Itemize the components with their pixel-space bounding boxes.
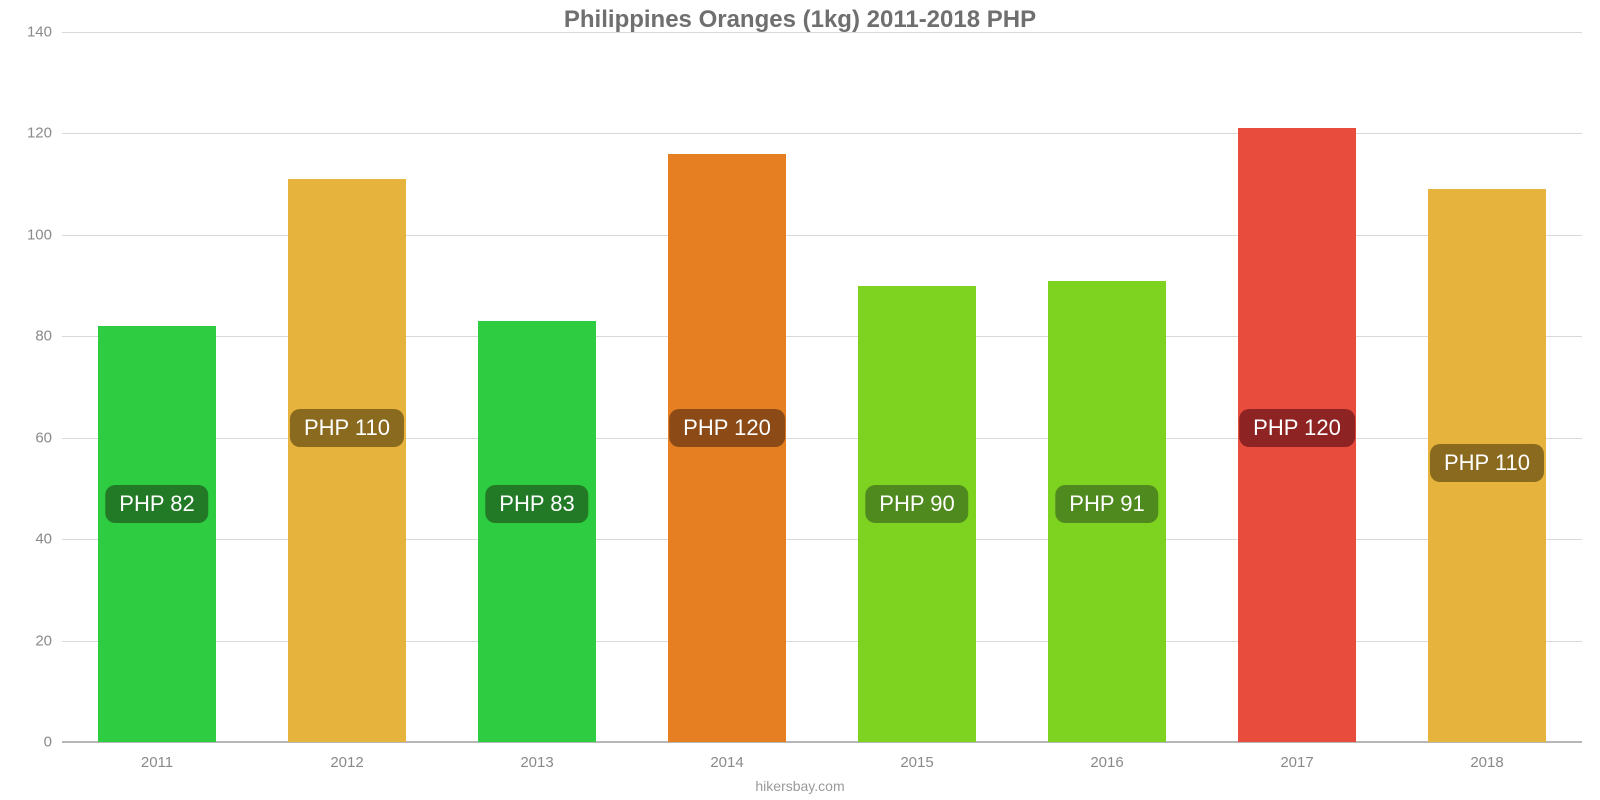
x-tick-label: 2018 [1470,742,1503,771]
x-tick-label: 2014 [710,742,743,771]
y-tick-label: 140 [27,24,62,41]
chart-title: Philippines Oranges (1kg) 2011-2018 PHP [0,6,1600,34]
y-tick-label: 80 [35,328,62,345]
x-tick-label: 2017 [1280,742,1313,771]
y-tick-label: 20 [35,632,62,649]
y-tick-label: 120 [27,125,62,142]
value-badge: PHP 91 [1055,485,1158,523]
bar [668,154,786,742]
x-tick-label: 2015 [900,742,933,771]
x-tick-label: 2013 [520,742,553,771]
y-tick-label: 100 [27,226,62,243]
value-badge: PHP 110 [1430,444,1544,482]
bar [98,326,216,742]
value-badge: PHP 83 [485,485,588,523]
y-tick-label: 40 [35,531,62,548]
value-badge: PHP 90 [865,485,968,523]
gridline [62,32,1582,33]
value-badge: PHP 82 [105,485,208,523]
y-tick-label: 0 [44,734,62,751]
x-tick-label: 2012 [330,742,363,771]
bar [288,179,406,742]
value-badge: PHP 120 [669,409,785,447]
value-badge: PHP 110 [290,409,404,447]
chart-container: Philippines Oranges (1kg) 2011-2018 PHP … [0,0,1600,800]
y-tick-label: 60 [35,429,62,446]
plot-area: 0204060801001201402011PHP 822012PHP 1102… [62,32,1582,742]
x-tick-label: 2016 [1090,742,1123,771]
value-badge: PHP 120 [1239,409,1355,447]
x-tick-label: 2011 [141,742,173,771]
chart-footer: hikersbay.com [0,778,1600,794]
bar [478,321,596,742]
